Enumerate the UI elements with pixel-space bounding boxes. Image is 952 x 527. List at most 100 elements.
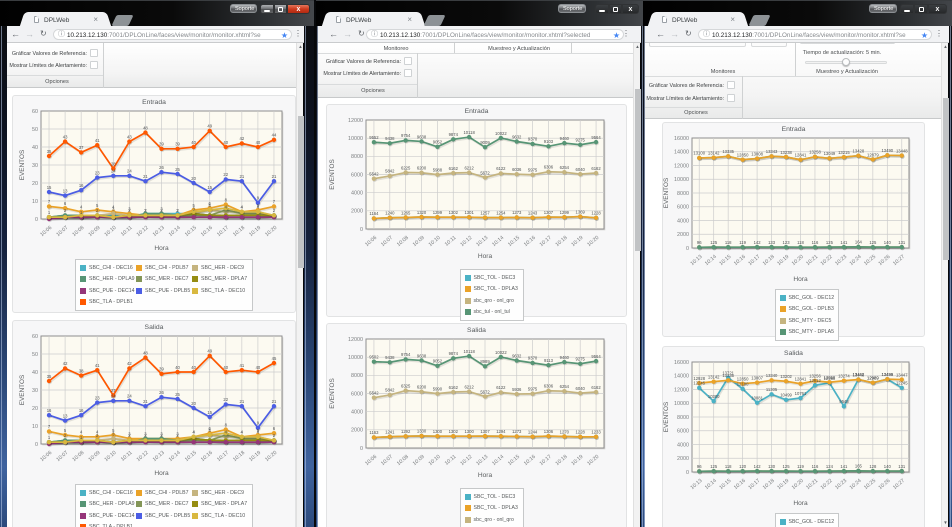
- vertical-scrollbar[interactable]: ▲: [633, 43, 641, 527]
- close-button[interactable]: x: [287, 4, 310, 14]
- legend-swatch: [192, 276, 198, 283]
- maximize-button[interactable]: [914, 4, 928, 14]
- back-icon[interactable]: ←: [656, 29, 665, 39]
- close-button[interactable]: x: [622, 4, 639, 14]
- scroll-up-icon[interactable]: ▲: [298, 44, 303, 49]
- legend-swatch: [136, 489, 142, 496]
- svg-text:4: 4: [241, 205, 244, 210]
- svg-text:5988: 5988: [433, 167, 443, 172]
- reference-values-checkbox[interactable]: [727, 81, 735, 89]
- section-label-monitores: Monitores: [710, 69, 736, 75]
- svg-text:28: 28: [111, 161, 116, 166]
- scrollbar-thumb[interactable]: [634, 89, 641, 251]
- new-tab-button[interactable]: [111, 15, 134, 26]
- forward-icon[interactable]: →: [670, 29, 679, 39]
- bookmark-star-icon[interactable]: ★: [612, 30, 620, 40]
- reference-values-checkbox[interactable]: [90, 49, 98, 57]
- svg-text:EVENTOS: EVENTOS: [329, 159, 336, 189]
- reload-icon[interactable]: ↻: [358, 29, 365, 38]
- vertical-scrollbar[interactable]: ▲ ▼: [941, 43, 949, 527]
- menu-icon[interactable]: ⋮: [622, 29, 630, 38]
- address-bar[interactable]: ⓘ 10.213.12.130:7001/DPLOnLine/faces/vie…: [53, 28, 292, 40]
- legend-swatch: [136, 264, 142, 271]
- bookmark-star-icon[interactable]: ★: [280, 30, 288, 40]
- vertical-scrollbar[interactable]: ▲: [296, 43, 304, 527]
- scroll-up-icon[interactable]: ▲: [943, 44, 948, 49]
- svg-text:10:20: 10:20: [264, 450, 278, 463]
- svg-text:10:06: 10:06: [39, 450, 53, 463]
- reference-values-checkbox[interactable]: [404, 57, 412, 65]
- menu-icon[interactable]: ⋮: [294, 29, 302, 38]
- alert-limits-checkbox[interactable]: [90, 61, 98, 69]
- close-button[interactable]: x: [928, 4, 947, 14]
- svg-text:12245: 12245: [693, 381, 705, 386]
- info-icon[interactable]: ⓘ: [58, 31, 65, 38]
- back-icon[interactable]: ←: [329, 29, 338, 39]
- svg-text:12928: 12928: [693, 376, 705, 381]
- address-bar[interactable]: ⓘ 10.213.12.130:7001/DPLOnLine/faces/vie…: [698, 28, 932, 40]
- minimize-button[interactable]: [900, 4, 914, 14]
- info-icon[interactable]: ⓘ: [703, 31, 710, 38]
- back-icon[interactable]: ←: [11, 29, 20, 39]
- maximize-button[interactable]: [274, 4, 287, 14]
- update-slider-thumb[interactable]: [842, 58, 850, 66]
- tab-dplweb[interactable]: DPLWeb ×: [27, 12, 104, 27]
- tab-close-icon[interactable]: ×: [730, 15, 735, 24]
- svg-text:10:08: 10:08: [396, 235, 410, 248]
- soporte-button[interactable]: Soporte: [558, 4, 586, 13]
- forward-icon[interactable]: →: [25, 29, 34, 39]
- reload-icon[interactable]: ↻: [685, 29, 692, 38]
- svg-text:9438: 9438: [385, 136, 395, 141]
- scrollbar-thumb[interactable]: [297, 116, 304, 268]
- svg-text:20: 20: [191, 401, 196, 406]
- info-icon[interactable]: ⓘ: [371, 31, 378, 38]
- legend-swatch: [464, 516, 471, 523]
- svg-text:40: 40: [32, 145, 38, 151]
- monitor-select-box[interactable]: [751, 43, 787, 47]
- svg-text:10:10: 10:10: [428, 235, 442, 248]
- svg-text:10:06: 10:06: [364, 454, 378, 467]
- alert-limits-checkbox[interactable]: [404, 69, 412, 77]
- chart-plot: 0 2000 4000 6000 8000 10000 12000 14000 16000 10:…: [663, 360, 911, 507]
- soporte-button[interactable]: Soporte: [869, 4, 897, 13]
- forward-icon[interactable]: →: [343, 29, 352, 39]
- soporte-button[interactable]: Soporte: [230, 4, 257, 13]
- svg-text:30: 30: [32, 388, 38, 394]
- new-tab-button[interactable]: [423, 15, 446, 26]
- svg-text:10022: 10022: [495, 350, 507, 355]
- svg-text:1273: 1273: [512, 429, 522, 434]
- chart-title: Entrada: [142, 99, 166, 106]
- reload-icon[interactable]: ↻: [40, 29, 47, 38]
- svg-text:15: 15: [207, 410, 212, 415]
- tab-close-icon[interactable]: ×: [93, 15, 98, 24]
- page-content: Gráficar Valores de Referencia: Mostrar …: [7, 43, 303, 527]
- sample-slider[interactable]: [800, 43, 895, 44]
- tab-dplweb[interactable]: DPLWeb ×: [655, 12, 741, 27]
- address-bar[interactable]: ⓘ 10.213.12.130:7001/DPLOnLine/faces/vie…: [366, 28, 624, 40]
- monitor-select-box[interactable]: [649, 43, 746, 47]
- svg-text:10:08: 10:08: [71, 450, 85, 463]
- svg-text:13058: 13058: [824, 375, 836, 380]
- maximize-button[interactable]: [609, 4, 622, 14]
- tab-dplweb[interactable]: DPLWeb ×: [329, 12, 418, 27]
- menu-icon[interactable]: ⋮: [935, 29, 943, 38]
- new-tab-button[interactable]: [748, 15, 771, 26]
- svg-text:10:12: 10:12: [459, 454, 473, 467]
- scroll-down-icon[interactable]: ▼: [943, 520, 948, 525]
- alert-limits-checkbox[interactable]: [727, 94, 735, 102]
- svg-text:6122: 6122: [496, 166, 506, 171]
- scrollbar-thumb[interactable]: [942, 98, 949, 260]
- chart-panel-entrada: Entrada 0 2000 4000 6000 8000 10000 12000 10:06 1…: [326, 104, 627, 321]
- legend-item: SBC_MTY - DPLA5: [779, 327, 835, 339]
- legend-label: sbc_qro - onl_qro: [473, 516, 514, 523]
- minimize-button[interactable]: [260, 4, 274, 14]
- svg-text:41: 41: [239, 363, 244, 368]
- svg-text:10:24: 10:24: [849, 254, 863, 267]
- bookmark-star-icon[interactable]: ★: [920, 30, 928, 40]
- svg-text:125: 125: [783, 464, 791, 469]
- minimize-button[interactable]: [595, 4, 609, 14]
- page-content: Monitoreo Muestreo y Actualización Gráfi…: [318, 43, 633, 527]
- svg-text:12879: 12879: [867, 152, 879, 157]
- scroll-up-icon[interactable]: ▲: [635, 44, 640, 49]
- tab-close-icon[interactable]: ×: [407, 15, 412, 24]
